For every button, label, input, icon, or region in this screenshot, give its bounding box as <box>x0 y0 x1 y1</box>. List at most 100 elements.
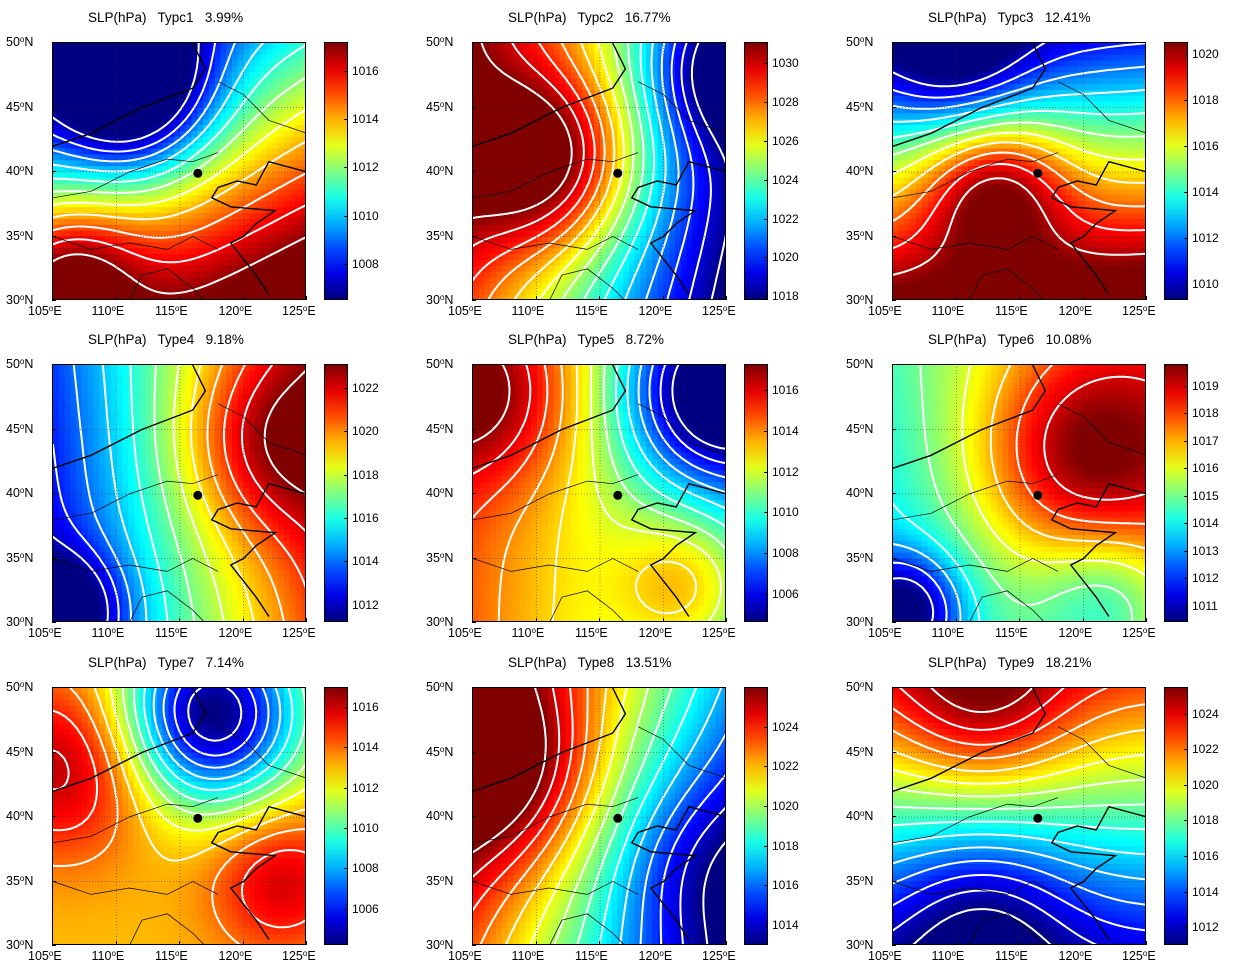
type-frequency: 9.18% <box>194 332 244 347</box>
colorbar-tick-label: 1012 <box>1192 232 1219 244</box>
colorbar-tick-label: 1020 <box>1192 48 1219 60</box>
lat-tick <box>472 493 476 494</box>
lat-tick <box>52 558 56 559</box>
lon-label: 125oE <box>702 626 736 640</box>
colorbar-tick-label: 1006 <box>772 588 799 600</box>
lat-label: 45oN <box>6 422 33 436</box>
lon-tick <box>726 618 727 622</box>
colorbar-tick-label: 1016 <box>352 701 379 713</box>
colorbar-tick-label: 1016 <box>1192 140 1219 152</box>
lat-label: 40oN <box>6 486 33 500</box>
variable-label: SLP(hPa) <box>928 10 987 25</box>
colorbar-tick <box>344 605 348 606</box>
colorbar-tick <box>764 594 768 595</box>
lon-label: 115oE <box>995 304 1028 318</box>
colorbar-tick <box>1184 441 1188 442</box>
lon-tick <box>599 296 600 300</box>
colorbar-tick <box>764 846 768 847</box>
colorbar-tick <box>764 63 768 64</box>
lat-tick <box>472 881 476 882</box>
lon-label: 115oE <box>575 304 608 318</box>
city-marker-icon <box>1033 814 1042 823</box>
lon-label: 105oE <box>28 949 62 963</box>
lon-tick <box>892 941 893 945</box>
colorbar-tick-label: 1020 <box>352 425 379 437</box>
lon-tick <box>52 941 53 945</box>
lat-tick <box>52 881 56 882</box>
lat-tick <box>472 364 476 365</box>
lat-tick <box>52 429 56 430</box>
lon-label: 105oE <box>28 304 62 318</box>
colorbar-tick-label: 1030 <box>772 57 799 69</box>
lat-label: 50oN <box>426 680 453 694</box>
colorbar-tick-label: 1012 <box>352 782 379 794</box>
colorbar-tick-label: 1010 <box>1192 278 1219 290</box>
colorbar-tick <box>1184 284 1188 285</box>
lon-label: 125oE <box>1122 304 1156 318</box>
lat-tick <box>52 236 56 237</box>
lon-tick <box>1146 941 1147 945</box>
pressure-field <box>893 688 1146 945</box>
type-frequency: 13.51% <box>614 655 671 670</box>
colorbar-tick-label: 1022 <box>772 213 799 225</box>
lon-tick <box>472 296 473 300</box>
lon-tick <box>179 941 180 945</box>
lat-tick <box>892 816 896 817</box>
lat-tick <box>52 622 56 623</box>
lat-label: 35oN <box>426 229 453 243</box>
colorbar-tick <box>1184 386 1188 387</box>
colorbar-tick <box>764 431 768 432</box>
lat-tick <box>52 364 56 365</box>
lat-tick <box>892 493 896 494</box>
colorbar-tick-label: 1018 <box>1192 814 1219 826</box>
lon-tick <box>956 618 957 622</box>
colorbar-tick <box>344 707 348 708</box>
lat-tick <box>472 816 476 817</box>
lat-tick <box>472 687 476 688</box>
colorbar-tick-label: 1012 <box>1192 572 1219 584</box>
colorbar-tick <box>1184 496 1188 497</box>
colorbar-tick <box>1184 551 1188 552</box>
lat-tick <box>472 42 476 43</box>
colorbar-tick <box>764 472 768 473</box>
variable-label: SLP(hPa) <box>508 10 567 25</box>
type-frequency: 18.21% <box>1034 655 1091 670</box>
panel-title: SLP(hPa) Type7 7.14% <box>88 655 244 675</box>
colorbar-tick <box>344 475 348 476</box>
colorbar-tick-label: 1016 <box>352 512 379 524</box>
colorbar-tick <box>764 102 768 103</box>
lon-label: 110oE <box>512 304 545 318</box>
colorbar-tick-label: 1016 <box>352 65 379 77</box>
colorbar-tick <box>764 512 768 513</box>
lon-tick <box>892 296 893 300</box>
slp-map <box>52 364 306 622</box>
lat-label: 35oN <box>426 874 453 888</box>
colorbar-tick-label: 1008 <box>772 547 799 559</box>
lat-tick <box>472 300 476 301</box>
lat-label: 40oN <box>846 486 873 500</box>
lon-tick <box>243 618 244 622</box>
lon-tick <box>1146 296 1147 300</box>
lon-label: 105oE <box>448 626 482 640</box>
colorbar-tick <box>764 885 768 886</box>
lat-tick <box>52 687 56 688</box>
colorbar-tick-label: 1012 <box>352 161 379 173</box>
lat-label: 35oN <box>846 229 873 243</box>
lon-label: 125oE <box>282 949 316 963</box>
lon-tick <box>1019 296 1020 300</box>
lon-tick <box>1019 618 1020 622</box>
lat-label: 45oN <box>426 100 453 114</box>
colorbar-tick-label: 1010 <box>352 822 379 834</box>
lon-tick <box>536 296 537 300</box>
lon-label: 115oE <box>575 626 608 640</box>
colorbar-tick <box>344 909 348 910</box>
slp-field-svg <box>893 688 1146 945</box>
lat-tick <box>892 687 896 688</box>
colorbar <box>744 364 768 622</box>
type-frequency: 12.41% <box>1034 10 1091 25</box>
lon-tick <box>726 941 727 945</box>
lon-tick <box>116 296 117 300</box>
colorbar-tick-label: 1010 <box>352 210 379 222</box>
colorbar-tick <box>1184 714 1188 715</box>
